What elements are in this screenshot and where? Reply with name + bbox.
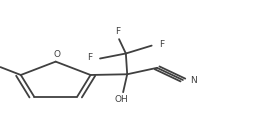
Text: F: F bbox=[159, 40, 165, 49]
Text: O: O bbox=[53, 50, 61, 59]
Text: OH: OH bbox=[115, 95, 129, 104]
Text: F: F bbox=[87, 53, 92, 62]
Text: F: F bbox=[115, 27, 120, 36]
Text: N: N bbox=[190, 76, 197, 85]
